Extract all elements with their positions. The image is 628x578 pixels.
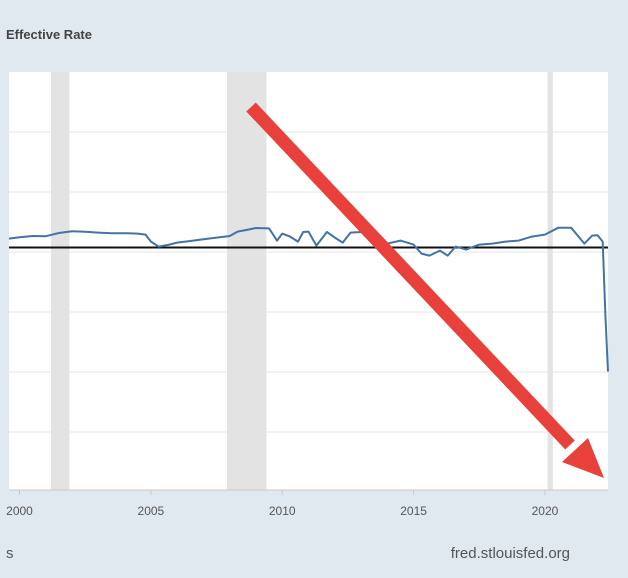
source-credit: fred.stlouisfed.org [450,545,570,562]
recession-band-2 [547,72,553,490]
footer-left-text: s [6,545,14,562]
recession-shading [51,72,553,490]
x-tick-label-2010: 2010 [269,504,296,518]
x-tick-label-2015: 2015 [400,504,427,518]
recession-band-1 [227,72,267,490]
plot-area [9,72,608,490]
arrow-shaft [246,102,575,450]
x-tick-label-2000: 2000 [6,504,33,518]
chart-title: Effective Rate [6,27,92,42]
series-layer [8,226,609,372]
x-tick-label-2020: 2020 [532,504,559,518]
x-tick-label-2005: 2005 [138,504,165,518]
series-line-0 [8,226,609,372]
x-axis-ticks: 2000 2005 2010 2015 2020 [6,490,559,518]
red-arrow-annotation [246,102,604,478]
recession-band-0 [51,72,70,490]
arrow-head [562,438,604,478]
